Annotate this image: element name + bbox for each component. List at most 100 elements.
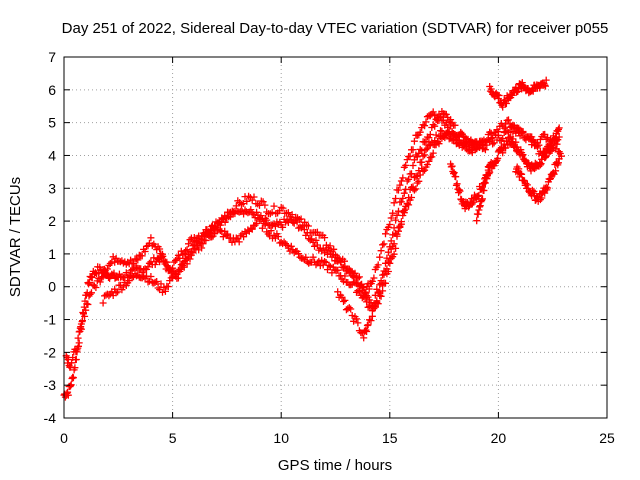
data-point — [287, 242, 295, 250]
data-point — [499, 103, 507, 111]
y-tick-label: 5 — [48, 115, 56, 131]
data-point — [479, 195, 486, 203]
data-point — [267, 227, 275, 235]
data-point — [475, 191, 483, 199]
data-point — [103, 265, 111, 273]
x-tick-label: 25 — [599, 430, 615, 446]
data-point — [389, 209, 397, 217]
data-point — [354, 319, 362, 327]
y-tick-label: 7 — [48, 49, 56, 65]
data-point — [248, 209, 256, 217]
data-point — [75, 328, 83, 336]
data-point — [428, 153, 436, 161]
data-point — [147, 273, 155, 280]
data-point — [345, 304, 353, 312]
data-point — [392, 216, 400, 224]
data-point — [99, 299, 107, 307]
data-point — [85, 278, 93, 286]
data-point — [536, 161, 544, 169]
data-point — [418, 147, 426, 155]
data-point — [163, 258, 171, 266]
data-point — [173, 271, 181, 278]
data-point — [539, 150, 547, 158]
data-point — [151, 278, 159, 286]
data-point — [403, 200, 411, 208]
data-point — [536, 84, 544, 92]
plot-frame — [63, 56, 608, 419]
data-point — [457, 129, 465, 137]
data-point — [515, 165, 523, 173]
data-point — [387, 214, 395, 222]
data-point — [253, 220, 261, 227]
data-point — [128, 274, 136, 281]
data-point — [415, 177, 423, 185]
data-point — [376, 253, 384, 261]
data-point — [434, 138, 442, 146]
x-tick-label: 0 — [60, 430, 68, 446]
y-tick-label: -3 — [44, 377, 57, 393]
data-point — [147, 234, 155, 242]
data-point — [386, 254, 394, 262]
series-track-h — [473, 161, 494, 225]
data-point — [393, 230, 401, 238]
data-point — [379, 271, 387, 279]
data-point — [552, 134, 560, 142]
data-point — [288, 211, 296, 219]
data-point — [88, 274, 96, 281]
data-point — [409, 162, 417, 169]
series-track-f — [486, 76, 550, 111]
data-point — [399, 174, 407, 182]
data-point — [397, 218, 405, 226]
data-point — [396, 223, 404, 231]
data-point — [74, 334, 82, 342]
data-point — [455, 186, 463, 194]
data-point — [416, 171, 424, 179]
data-point — [482, 171, 490, 179]
data-point — [435, 140, 443, 148]
data-point — [348, 268, 356, 276]
series-track-c — [99, 123, 565, 320]
data-point — [232, 207, 240, 215]
data-point — [365, 285, 373, 293]
data-point — [500, 124, 508, 132]
data-point — [534, 143, 541, 151]
data-point — [114, 288, 122, 296]
data-point — [463, 143, 470, 151]
data-point — [363, 322, 371, 329]
data-point — [330, 245, 338, 253]
data-point — [67, 382, 74, 390]
data-point — [494, 95, 502, 102]
data-point — [279, 204, 287, 212]
data-point — [72, 356, 80, 363]
data-point — [274, 233, 282, 240]
data-point — [480, 187, 488, 194]
data-point — [456, 187, 464, 195]
data-point — [96, 278, 104, 286]
x-tick-label: 15 — [382, 430, 398, 446]
data-point — [476, 203, 484, 211]
data-point — [64, 356, 72, 364]
data-point — [364, 321, 372, 329]
data-point — [410, 186, 418, 194]
data-point — [82, 306, 90, 314]
axis-ticks — [63, 56, 608, 419]
data-point — [257, 215, 265, 223]
y-tick-label: 0 — [48, 279, 56, 295]
data-point — [282, 240, 289, 248]
data-point — [408, 170, 415, 178]
y-tick-label: -2 — [44, 344, 57, 360]
data-point — [360, 334, 368, 342]
data-point — [494, 154, 502, 162]
data-point — [403, 177, 411, 185]
data-point — [429, 121, 437, 129]
data-point — [132, 255, 140, 263]
data-point — [202, 237, 210, 244]
data-point — [192, 238, 200, 246]
data-point — [542, 153, 549, 161]
data-point — [473, 217, 481, 225]
data-point — [513, 88, 520, 96]
data-point — [494, 128, 502, 136]
data-point — [442, 110, 450, 118]
y-tick-label: -4 — [44, 410, 57, 426]
data-point — [355, 287, 363, 295]
